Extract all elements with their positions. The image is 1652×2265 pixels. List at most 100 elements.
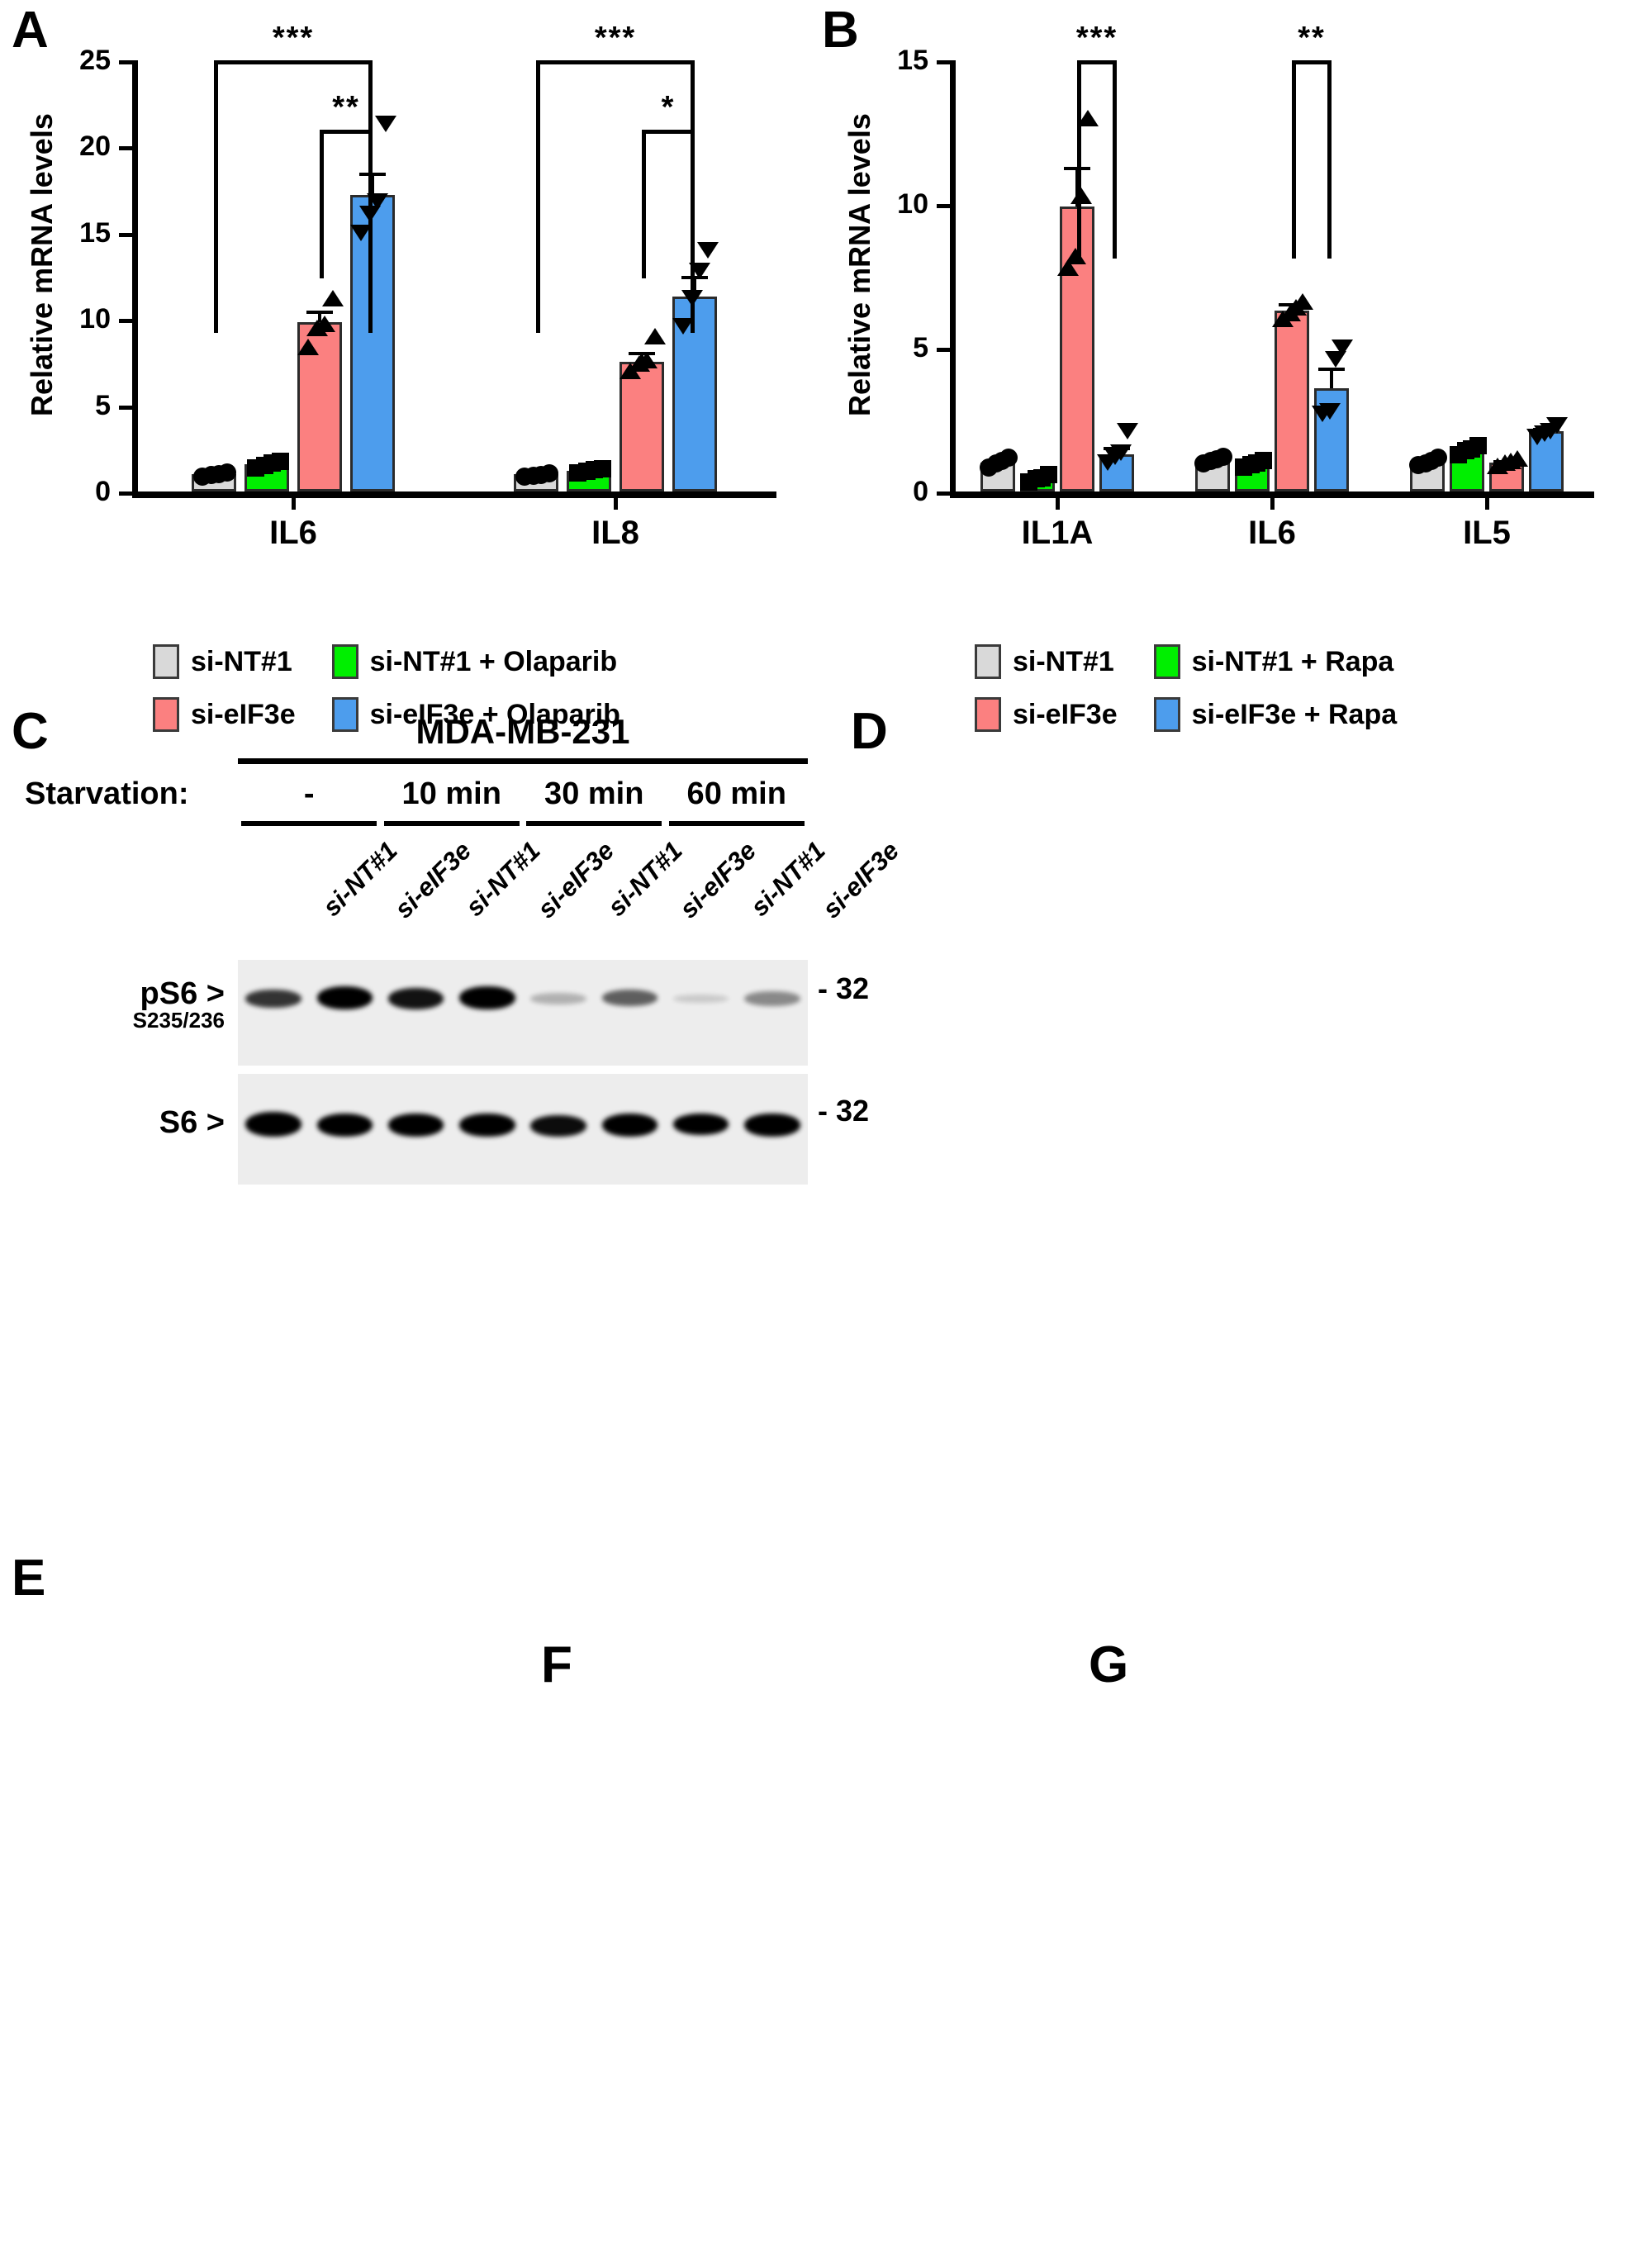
blot-title: MDA-MB-231 — [415, 712, 630, 751]
y-tick — [119, 232, 132, 237]
x-axis-A — [132, 491, 776, 498]
lane-label-3: si-eIF3e — [531, 836, 620, 924]
y-tick-label: 5 — [913, 332, 928, 363]
legend-label: si-eIF3e + Rapa — [1191, 698, 1398, 730]
timepoint-rule — [668, 821, 805, 826]
starvation-label: Starvation: — [25, 776, 189, 811]
timepoint-rule — [383, 821, 520, 826]
data-point — [1469, 437, 1487, 455]
x-tick — [292, 498, 296, 510]
legend-swatch — [1153, 697, 1180, 732]
timepoint-label-3: 60 min — [686, 776, 786, 811]
legend-item: si-eIF3e + Rapa — [1153, 697, 1398, 732]
x-axis-B — [950, 491, 1594, 498]
data-point — [1039, 466, 1057, 484]
panel-label-f: F — [541, 1636, 572, 1693]
timepoint-label-0: - — [303, 776, 315, 811]
blot-band — [601, 990, 657, 1006]
y-tick — [119, 319, 132, 324]
panel-b-legend: si-NT#1 si-NT#1 + Rapa si-eIF3e si-eIF3e + … — [975, 644, 1397, 732]
bar-IL6-si-eif3e — [1275, 310, 1309, 491]
data-point — [297, 338, 319, 355]
data-point — [636, 352, 658, 369]
legend-item: si-NT#1 — [975, 644, 1118, 679]
legend-item: si-NT#1 — [153, 644, 296, 679]
legend-item: si-NT#1 + Rapa — [1153, 644, 1398, 679]
y-tick-label: 0 — [95, 476, 111, 507]
blot-band — [672, 995, 729, 1003]
panel-label-a: A — [12, 2, 49, 59]
y-tick-label: 10 — [79, 303, 111, 335]
timepoint-label-2: 30 min — [544, 776, 644, 811]
data-point — [1428, 449, 1447, 468]
error-bar — [371, 172, 374, 195]
x-group-label-IL6: IL6 — [269, 515, 317, 551]
legend-label: si-eIF3e — [1013, 698, 1118, 730]
y-tick — [937, 348, 950, 352]
data-point — [1070, 187, 1093, 204]
x-group-label-IL8: IL8 — [591, 515, 639, 551]
legend-item: si-eIF3e — [975, 697, 1118, 732]
legend-swatch — [331, 697, 358, 732]
legend-swatch — [975, 697, 1001, 732]
significance-bracket — [1292, 60, 1332, 259]
blot-band — [316, 1114, 373, 1137]
blot-band — [459, 986, 515, 1009]
lane-label-0: si-NT#1 — [316, 836, 403, 922]
blot-band — [387, 988, 444, 1009]
blot-row-s6 — [238, 1074, 808, 1185]
x-tick — [1485, 498, 1489, 510]
data-point — [1116, 422, 1138, 439]
significance-label: *** — [594, 21, 637, 55]
blot-band — [316, 986, 373, 1009]
blot-band — [387, 1114, 444, 1137]
x-group-label-IL6: IL6 — [1248, 515, 1296, 551]
x-group-label-IL5: IL5 — [1463, 515, 1511, 551]
significance-label: *** — [1075, 21, 1118, 55]
data-point — [672, 317, 694, 335]
y-tick-label: 20 — [79, 131, 111, 163]
legend-item: si-NT#1 + Olaparib — [331, 644, 620, 679]
legend-label: si-eIF3e + Olaparib — [369, 698, 620, 730]
error-cap — [306, 310, 333, 314]
x-group-label-IL1A: IL1A — [1021, 515, 1094, 551]
y-tick-label: 25 — [79, 45, 111, 76]
blot-row-ps6 — [238, 960, 808, 1066]
panel-b-y-axis-label: Relative mRNA levels — [843, 113, 876, 416]
timepoint-label-1: 10 min — [401, 776, 501, 811]
bar-IL6-si-eif3e-olaparib — [350, 194, 395, 491]
data-point — [314, 316, 336, 333]
error-cap — [1318, 368, 1345, 372]
panel-a-chart: 0 5 10 15 20 25 Relative mRNA levels IL6 IL8 *** *… — [25, 22, 776, 551]
lane-label-2: si-NT#1 — [459, 836, 546, 922]
lane-label-5: si-eIF3e — [674, 836, 762, 924]
data-point — [375, 116, 397, 133]
data-point — [1254, 451, 1272, 469]
blot-band — [530, 1115, 586, 1137]
data-point — [644, 328, 667, 345]
blot-band — [601, 1114, 657, 1137]
data-point — [322, 290, 344, 307]
lane-label-1: si-eIF3e — [389, 836, 477, 924]
data-point — [697, 241, 719, 259]
data-point — [999, 449, 1018, 468]
y-tick-label: 15 — [79, 216, 111, 249]
panel-label-c: C — [12, 703, 49, 760]
lane-label-4: si-NT#1 — [601, 836, 688, 922]
error-cap — [359, 172, 386, 176]
y-tick — [937, 60, 950, 64]
error-bar — [693, 276, 696, 297]
panel-c-blot: MDA-MB-231 Starvation: - 10 min 30 min 60 min… — [25, 712, 904, 1373]
panel-label-b: B — [822, 2, 859, 59]
y-axis-B — [950, 60, 956, 495]
significance-label: *** — [272, 21, 315, 55]
y-tick-label: 5 — [95, 389, 111, 421]
panel-b-chart: 0 5 10 15 Relative mRNA levels IL1A IL6 IL5 *** *… — [843, 22, 1594, 551]
y-tick — [119, 491, 132, 496]
legend-label: si-NT#1 + Rapa — [1191, 645, 1394, 677]
y-axis-A — [132, 60, 138, 495]
legend-swatch — [153, 697, 179, 732]
panel-label-d: D — [851, 703, 888, 760]
x-tick — [614, 498, 618, 510]
